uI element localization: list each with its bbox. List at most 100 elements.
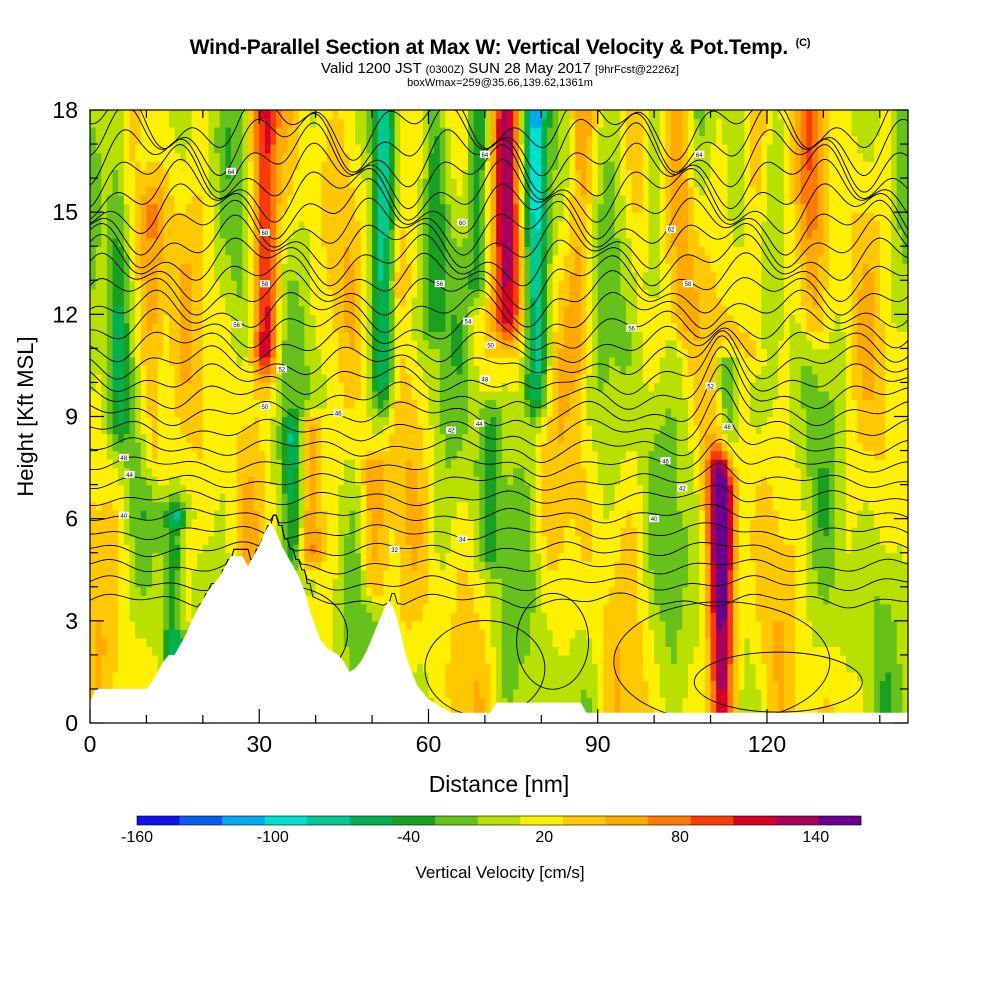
velocity-cell [800, 501, 813, 511]
velocity-cell [422, 322, 430, 332]
velocity-cell [710, 527, 717, 537]
velocity-cell [168, 118, 193, 128]
velocity-cell [699, 612, 706, 622]
velocity-cell [388, 220, 396, 230]
velocity-cell [902, 229, 909, 239]
velocity-cell [236, 450, 266, 460]
velocity-cell [400, 186, 418, 196]
velocity-cell [812, 288, 819, 298]
velocity-cell [146, 186, 164, 196]
velocity-cell [546, 339, 554, 349]
velocity-cell [546, 254, 554, 264]
velocity-cell [417, 246, 424, 256]
velocity-cell [101, 373, 108, 384]
velocity-cell [823, 314, 836, 324]
velocity-cell [321, 484, 339, 494]
velocity-cell [106, 271, 114, 281]
velocity-cell [676, 425, 689, 435]
velocity-cell [388, 348, 396, 358]
velocity-cell [388, 186, 396, 196]
velocity-cell [372, 263, 379, 273]
velocity-cell [806, 552, 813, 562]
velocity-cell [716, 595, 729, 605]
velocity-cell [625, 203, 633, 213]
velocity-cell [180, 527, 187, 537]
velocity-cell [473, 544, 480, 554]
velocity-cell [242, 425, 260, 435]
velocity-cell [90, 603, 119, 613]
velocity-cell [704, 671, 712, 682]
velocity-cell [366, 407, 379, 418]
velocity-cell [812, 629, 875, 639]
velocity-cell [428, 246, 446, 256]
velocity-cell [625, 365, 644, 375]
velocity-cell [479, 254, 486, 264]
velocity-cell [704, 459, 712, 469]
velocity-cell [281, 212, 322, 222]
velocity-cell [812, 161, 819, 171]
velocity-cell [902, 246, 909, 256]
velocity-cell [422, 178, 430, 188]
velocity-cell [812, 527, 824, 537]
contour-label: 50 [485, 341, 496, 349]
chart-title: Wind-Parallel Section at Max W: Vertical… [0, 36, 1000, 60]
velocity-cell [428, 339, 452, 349]
velocity-cell [541, 595, 610, 605]
velocity-cell [586, 212, 593, 222]
velocity-cell [146, 297, 159, 307]
velocity-cell [750, 127, 768, 137]
velocity-cell [422, 271, 430, 281]
velocity-cell [829, 203, 892, 213]
velocity-cell [806, 110, 813, 120]
velocity-cell [812, 297, 819, 307]
velocity-cell [727, 586, 734, 596]
velocity-cell [484, 161, 492, 171]
velocity-cell [631, 203, 644, 213]
velocity-cell [733, 569, 740, 579]
velocity-cell [405, 229, 418, 239]
velocity-cell [783, 535, 808, 545]
velocity-cell [298, 586, 317, 596]
velocity-cell [541, 356, 548, 367]
velocity-cell [456, 501, 469, 511]
velocity-cell [812, 152, 819, 162]
velocity-cell [157, 382, 176, 392]
velocity-cell [479, 288, 486, 298]
velocity-cell [541, 254, 548, 264]
velocity-cell [676, 433, 689, 443]
velocity-cell [817, 501, 830, 511]
velocity-cell [287, 280, 300, 290]
velocity-cell [648, 586, 655, 596]
velocity-cell [642, 195, 650, 205]
velocity-cell [372, 246, 379, 256]
velocity-cell [716, 501, 729, 511]
velocity-cell [377, 390, 390, 401]
velocity-cell [473, 161, 486, 171]
velocity-cell [118, 595, 131, 605]
velocity-cell [90, 578, 119, 588]
velocity-cell [129, 518, 164, 528]
velocity-cell [191, 339, 204, 349]
velocity-cell [343, 144, 362, 154]
velocity-cell [592, 697, 599, 707]
velocity-cell [400, 552, 413, 562]
contour-label: 58 [682, 280, 693, 288]
velocity-cell [902, 544, 909, 554]
velocity-cell [891, 263, 909, 273]
velocity-cell [451, 356, 463, 367]
velocity-cell [733, 561, 740, 571]
velocity-cell [761, 629, 774, 639]
velocity-cell [140, 416, 153, 426]
velocity-cell [586, 144, 593, 154]
velocity-cell [727, 501, 734, 511]
velocity-cell [123, 484, 131, 494]
velocity-cell [439, 118, 447, 128]
velocity-cell [530, 263, 542, 273]
velocity-cell [129, 144, 136, 154]
velocity-cell [140, 229, 148, 239]
velocity-cell [462, 331, 469, 341]
velocity-cell [496, 271, 503, 281]
velocity-cell [428, 178, 441, 188]
velocity-cell [400, 578, 430, 588]
velocity-cell [783, 254, 796, 264]
